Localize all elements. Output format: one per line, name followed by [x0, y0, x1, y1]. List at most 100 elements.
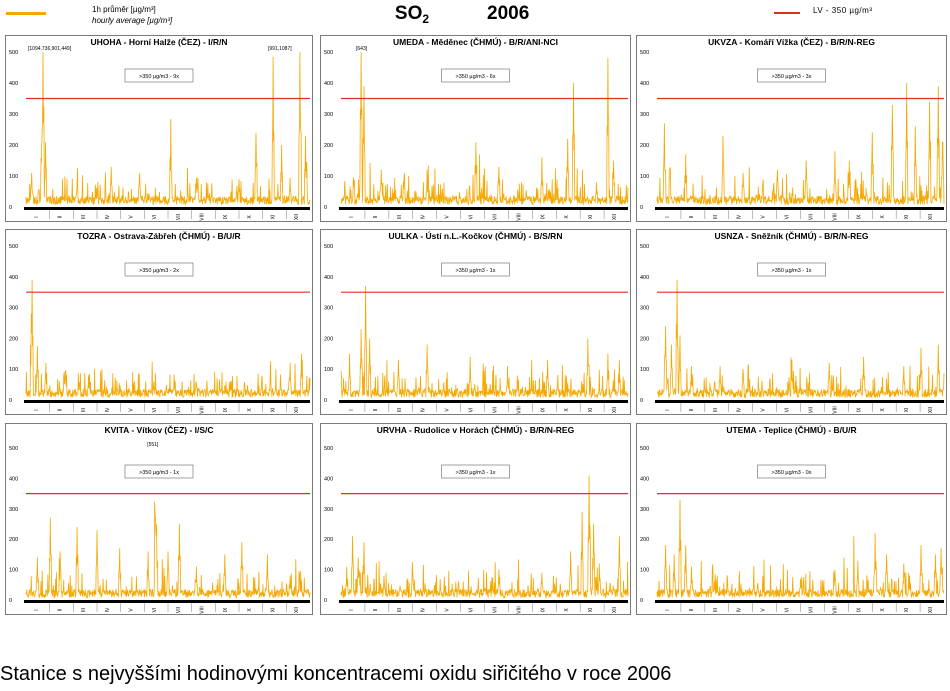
y-tick-label: 100 — [324, 367, 333, 373]
exceedance-label: >350 µg/m3 - 1x — [455, 470, 495, 476]
chart-svg: UMEDA - Měděnec (ČHMÚ) - B/R/ANI-NCI 0 100… — [324, 36, 629, 221]
chart-svg: USNZA - Sněžník (ČHMÚ) - B/R/N-REG 0 100 20… — [640, 230, 945, 414]
exceedance-label: >350 µg/m3 - 9x — [139, 74, 179, 80]
y-tick-label: 100 — [9, 174, 18, 180]
x-tick-label: III — [81, 408, 87, 412]
y-tick-label: 500 — [640, 244, 649, 250]
chart-svg: UTEMA - Teplice (ČHMÚ) - B/U/R 0 100 200 300… — [640, 424, 945, 614]
figure-caption: Stanice s nejvyššími hodinovými koncentr… — [0, 663, 672, 685]
limit-legend: LV - 350 µg/m³ — [771, 6, 931, 20]
x-tick-label: IX — [856, 407, 862, 412]
x-tick-label: VI — [152, 215, 158, 220]
x-tick-label: VIII — [516, 213, 522, 221]
exceedance-label: >350 µg/m3 - 1x — [771, 268, 811, 274]
x-tick-label: IV — [737, 407, 743, 412]
y-tick-label: 0 — [324, 398, 327, 404]
x-tick-label: IX — [223, 214, 229, 219]
chart-title: UKVZA - Komáří Vížka (ČEZ) - B/R/N-REG — [708, 36, 875, 47]
exceedance-label: >350 µg/m3 - 0x — [771, 470, 811, 476]
y-tick-label: 0 — [640, 598, 643, 604]
x-tick-label: III — [81, 215, 87, 219]
x-tick-label: VIII — [200, 606, 206, 614]
peak-annotation: [643] — [356, 46, 368, 52]
y-tick-label: 300 — [324, 112, 333, 118]
chart-title: UTEMA - Teplice (ČHMÚ) - B/U/R — [726, 424, 856, 435]
chart-title: KVITA - Vítkov (ČEZ) - I/S/C — [104, 424, 213, 435]
exceedance-box — [124, 262, 194, 277]
y-tick-label: 400 — [640, 476, 649, 482]
x-tick-label: I — [349, 216, 355, 217]
x-tick-label: II — [689, 409, 695, 412]
y-tick-label: 400 — [324, 476, 333, 482]
exceedance-box — [441, 68, 510, 83]
y-tick-label: 0 — [324, 205, 327, 211]
x-tick-label: VII — [176, 214, 182, 220]
x-tick-label: V — [761, 215, 767, 219]
x-tick-label: VII — [809, 407, 815, 413]
y-tick-label: 400 — [324, 275, 333, 281]
limit-legend-label: LV - 350 µg/m³ — [813, 6, 873, 15]
x-tick-label: VII — [809, 607, 815, 613]
x-tick-label: XI — [271, 215, 277, 220]
y-tick-label: 300 — [9, 112, 18, 118]
y-tick-label: 200 — [640, 336, 649, 342]
y-tick-label: 100 — [640, 568, 649, 574]
x-tick-label: VII — [493, 607, 499, 613]
x-tick-label: IX — [856, 214, 862, 219]
y-tick-label: 100 — [640, 174, 649, 180]
chart-title: TOZRA - Ostrava-Zábřeh (ČHMÚ) - B/U/R — [77, 230, 240, 241]
x-tick-label: VIII — [832, 406, 838, 414]
y-tick-label: 0 — [9, 598, 12, 604]
limit-legend-swatch — [774, 12, 800, 14]
x-tick-label: XII — [294, 407, 300, 413]
x-tick-label: V — [129, 215, 135, 219]
x-tick-label: XII — [612, 407, 618, 413]
x-tick-label: III — [397, 408, 403, 412]
y-tick-label: 200 — [9, 143, 18, 149]
x-tick-label: V — [129, 408, 135, 412]
x-tick-label: VIII — [516, 406, 522, 414]
x-tick-label: VII — [493, 407, 499, 413]
x-tick-label: XI — [904, 408, 910, 413]
chart-svg: UHOHA - Horní Halže (ČEZ) - I/R/N 0 100 200… — [9, 36, 311, 221]
y-tick-label: 200 — [324, 143, 333, 149]
x-tick-label: VIII — [832, 213, 838, 221]
x-tick-label: VII — [176, 607, 182, 613]
figure-year: 2006 — [487, 3, 530, 24]
chart-title: USNZA - Sněžník (ČHMÚ) - B/R/N-REG — [714, 230, 868, 241]
peak-annotation: [991,1087] — [268, 46, 292, 52]
x-tick-label: VI — [785, 608, 791, 613]
y-tick-label: 400 — [640, 275, 649, 281]
x-tick-label: IV — [737, 607, 743, 612]
x-tick-label: X — [880, 408, 886, 412]
series-line — [656, 499, 945, 599]
series-line — [656, 82, 945, 206]
peak-annotation: [551] — [147, 442, 159, 448]
x-tick-label: III — [81, 608, 87, 612]
exceedance-box — [441, 262, 510, 277]
y-tick-label: 200 — [9, 336, 18, 342]
x-tick-label: VI — [469, 215, 475, 220]
y-tick-label: 400 — [640, 81, 649, 87]
x-tick-label: XI — [271, 608, 277, 613]
x-tick-label: V — [445, 608, 451, 612]
chart-title: UULKA - Ústí n.L.-Kočkov (ČHMÚ) - B/S/RN — [389, 230, 563, 241]
exceedance-box — [124, 464, 194, 479]
x-tick-label: VI — [785, 215, 791, 220]
x-tick-label: IV — [421, 214, 427, 219]
x-tick-label: XI — [271, 408, 277, 413]
y-tick-label: 300 — [640, 306, 649, 312]
x-tick-label: XII — [928, 407, 934, 413]
y-tick-label: 400 — [9, 275, 18, 281]
y-tick-label: 300 — [640, 507, 649, 513]
x-tick-label: XII — [612, 607, 618, 613]
x-tick-label: IX — [540, 407, 546, 412]
chart-panel: UMEDA - Měděnec (ČHMÚ) - B/R/ANI-NCI 0 100… — [320, 35, 631, 222]
x-tick-label: IX — [540, 214, 546, 219]
exceedance-label: >350 µg/m3 - 1x — [455, 268, 495, 274]
x-tick-label: XII — [928, 214, 934, 220]
x-tick-label: VII — [493, 214, 499, 220]
exceedance-label: >350 µg/m3 - 1x — [139, 470, 179, 476]
x-tick-label: II — [58, 409, 64, 412]
x-tick-label: V — [445, 408, 451, 412]
